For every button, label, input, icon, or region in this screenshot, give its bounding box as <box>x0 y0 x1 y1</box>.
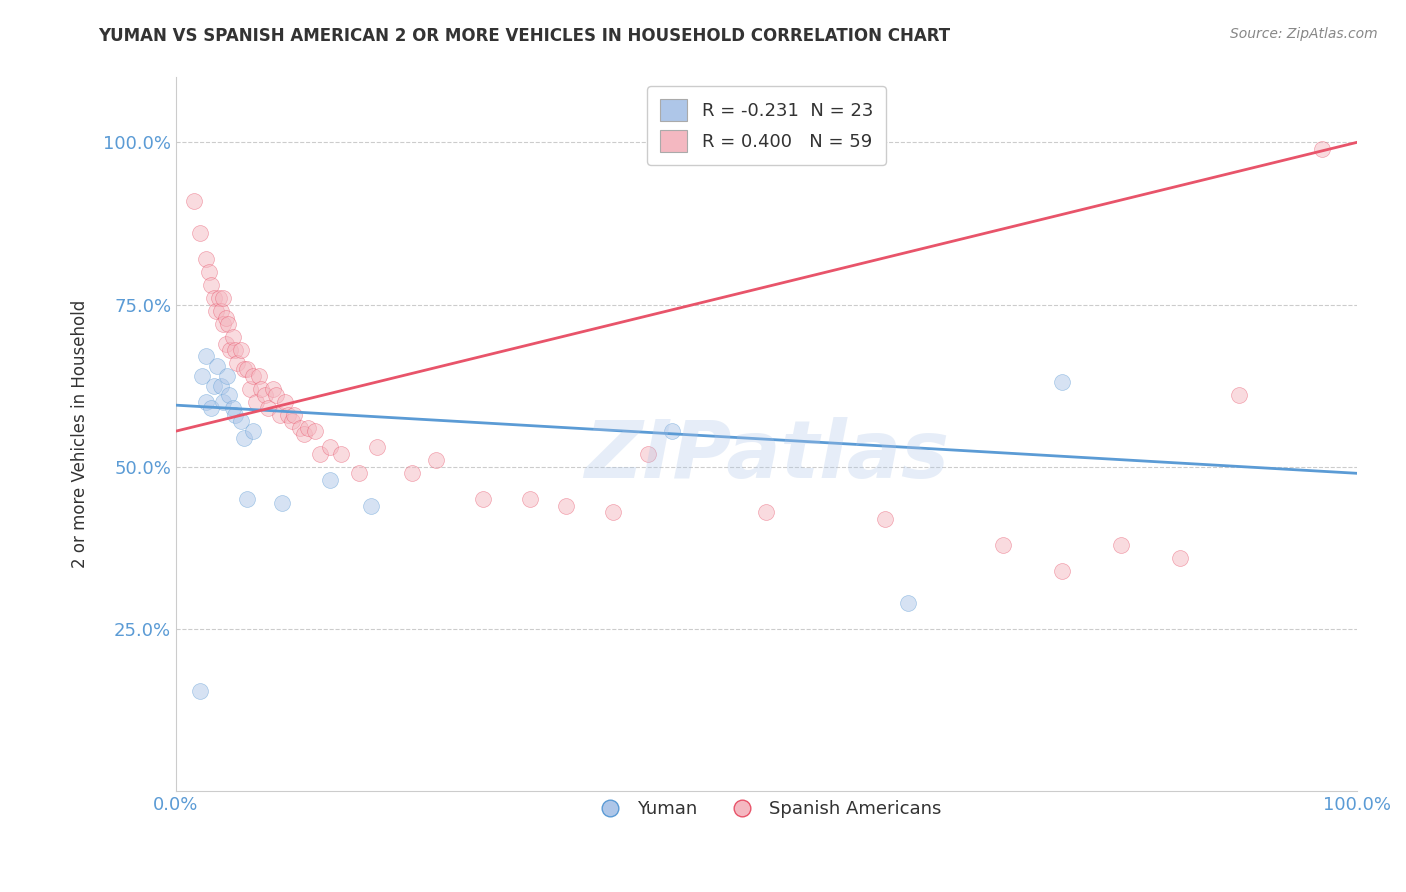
Point <box>637 447 659 461</box>
Point <box>347 467 370 481</box>
Point <box>221 401 243 416</box>
Point <box>266 388 288 402</box>
Point <box>1050 564 1073 578</box>
Point <box>991 538 1014 552</box>
Text: Source: ZipAtlas.com: Source: ZipAtlas.com <box>1230 27 1378 41</box>
Point <box>224 343 246 357</box>
Point <box>219 343 242 357</box>
Point <box>288 421 311 435</box>
Point <box>212 317 235 331</box>
Text: ZIPatlas: ZIPatlas <box>583 417 949 495</box>
Point <box>198 265 221 279</box>
Point <box>200 401 222 416</box>
Point <box>318 441 340 455</box>
Point <box>209 304 232 318</box>
Point <box>755 505 778 519</box>
Point <box>304 424 326 438</box>
Point <box>207 359 229 374</box>
Point <box>212 395 235 409</box>
Point <box>269 408 291 422</box>
Point <box>239 382 262 396</box>
Point <box>188 683 211 698</box>
Point <box>221 330 243 344</box>
Point <box>202 378 225 392</box>
Point <box>897 596 920 610</box>
Point <box>425 453 447 467</box>
Point <box>1168 550 1191 565</box>
Point <box>229 343 252 357</box>
Point <box>218 388 240 402</box>
Point <box>236 362 259 376</box>
Point <box>217 317 239 331</box>
Point <box>1109 538 1132 552</box>
Point <box>205 304 228 318</box>
Point <box>271 495 294 509</box>
Point <box>280 414 302 428</box>
Point <box>330 447 353 461</box>
Point <box>602 505 624 519</box>
Point <box>245 395 267 409</box>
Point <box>215 368 238 383</box>
Point <box>183 194 205 208</box>
Point <box>1310 142 1333 156</box>
Text: YUMAN VS SPANISH AMERICAN 2 OR MORE VEHICLES IN HOUSEHOLD CORRELATION CHART: YUMAN VS SPANISH AMERICAN 2 OR MORE VEHI… <box>98 27 950 45</box>
Point <box>233 362 256 376</box>
Point <box>191 368 214 383</box>
Point <box>318 473 340 487</box>
Point <box>472 492 495 507</box>
Point <box>873 512 896 526</box>
Point <box>242 368 264 383</box>
Point <box>194 252 217 267</box>
Point <box>401 467 423 481</box>
Point <box>214 336 236 351</box>
Point <box>262 382 284 396</box>
Point <box>250 382 273 396</box>
Point <box>224 408 246 422</box>
Point <box>202 291 225 305</box>
Point <box>292 427 315 442</box>
Point <box>247 368 270 383</box>
Y-axis label: 2 or more Vehicles in Household: 2 or more Vehicles in Household <box>72 301 89 568</box>
Point <box>277 408 299 422</box>
Point <box>297 421 319 435</box>
Point <box>1050 376 1073 390</box>
Point <box>194 350 217 364</box>
Point <box>242 424 264 438</box>
Point <box>200 278 222 293</box>
Point <box>257 401 280 416</box>
Point <box>233 431 256 445</box>
Point <box>309 447 332 461</box>
Point <box>283 408 305 422</box>
Point <box>519 492 541 507</box>
Point <box>273 395 295 409</box>
Point <box>661 424 683 438</box>
Point <box>366 441 388 455</box>
Point <box>214 310 236 325</box>
Point <box>360 499 382 513</box>
Point <box>229 414 252 428</box>
Point <box>212 291 235 305</box>
Point <box>209 378 232 392</box>
Point <box>188 226 211 240</box>
Point <box>236 492 259 507</box>
Point <box>1227 388 1250 402</box>
Point <box>207 291 229 305</box>
Point <box>194 395 217 409</box>
Point <box>554 499 576 513</box>
Point <box>253 388 276 402</box>
Legend: Yuman, Spanish Americans: Yuman, Spanish Americans <box>585 793 949 825</box>
Point <box>226 356 249 370</box>
